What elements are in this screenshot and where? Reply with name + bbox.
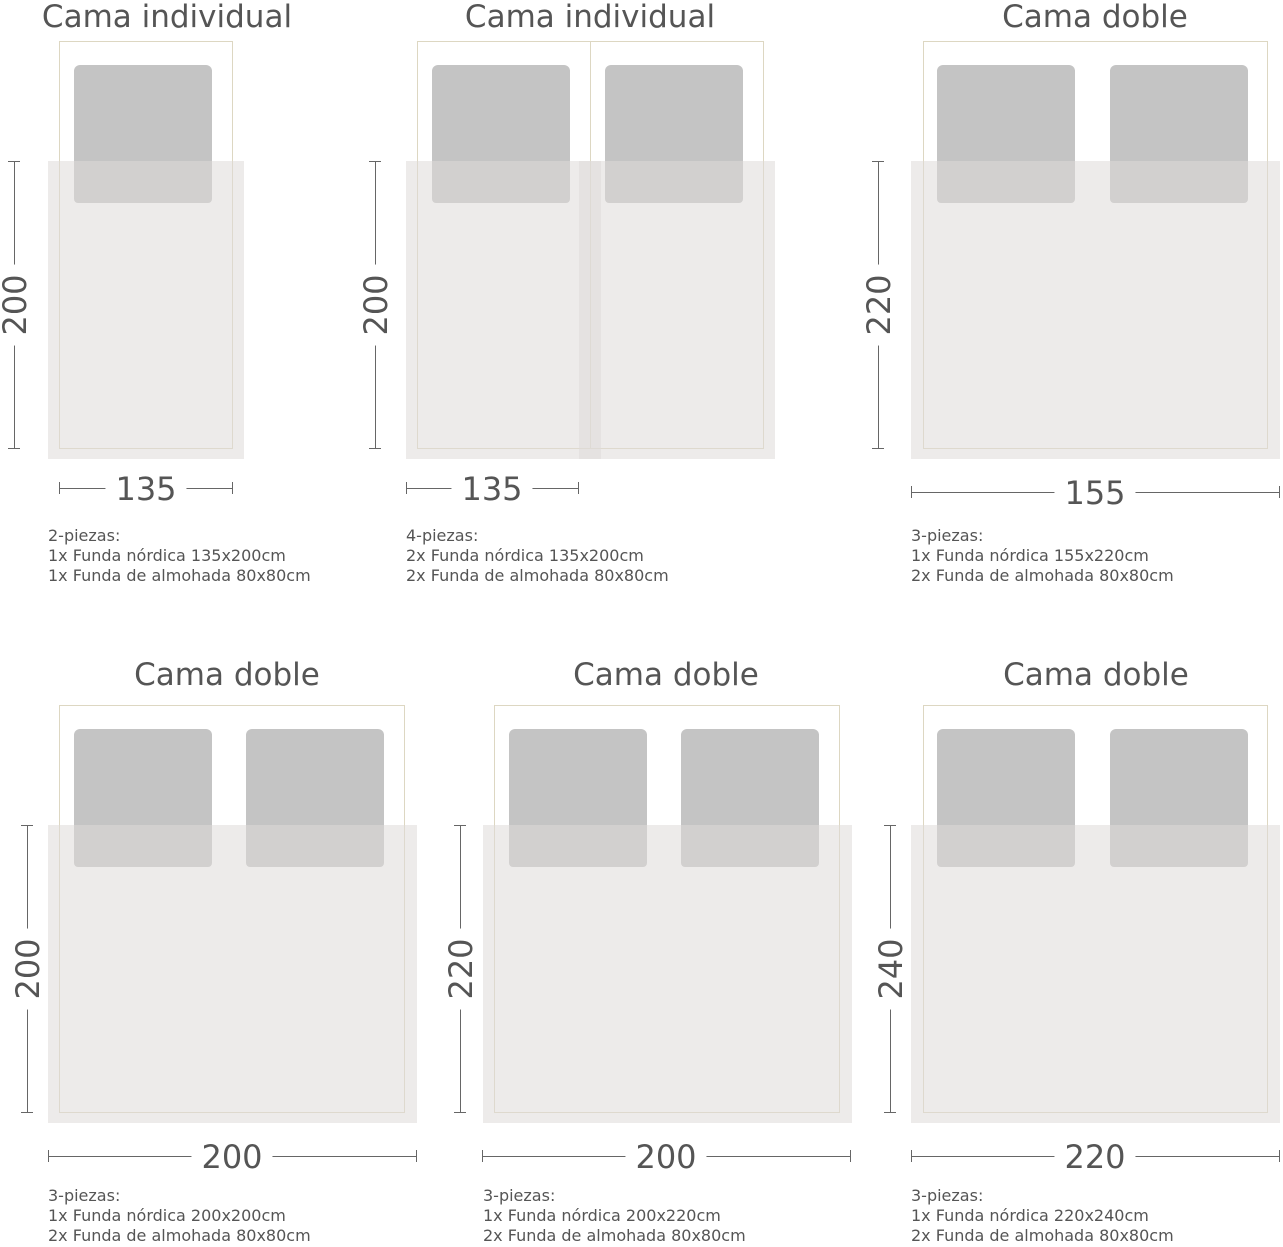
item-line: 1x Funda nórdica 135x200cm [48,546,286,565]
width-tick-left [911,486,912,498]
item-line: 2x Funda de almohada 80x80cm [483,1226,746,1245]
width-tick-right [850,1150,851,1162]
pieces-count: 3-piezas: [911,1186,984,1205]
height-tick-top [884,825,896,826]
duvet-cover-right [579,161,775,459]
bed-title: Cama doble [1003,657,1189,693]
height-tick-bottom [872,448,884,449]
width-tick-left [48,1150,49,1162]
item-line: 2x Funda de almohada 80x80cm [911,566,1174,585]
pieces-count: 2-piezas: [48,526,121,545]
width-label: 220 [1054,1141,1136,1173]
duvet-cover [48,161,244,459]
set-description: 3-piezas: 1x Funda nórdica 220x240cm 2x … [911,1186,1174,1246]
duvet-cover-left [406,161,601,459]
width-label: 200 [191,1141,273,1173]
set-description: 3-piezas: 1x Funda nórdica 200x200cm 2x … [48,1186,311,1246]
duvet-cover [48,825,417,1123]
width-tick-left [59,482,60,494]
width-tick-left [482,1150,483,1162]
width-tick-left [406,482,407,494]
height-tick-top [454,825,466,826]
pieces-count: 3-piezas: [48,1186,121,1205]
bed-title: Cama doble [573,657,759,693]
bed-title: Cama individual [41,0,293,35]
item-line: 1x Funda de almohada 80x80cm [48,566,311,585]
item-line: 2x Funda de almohada 80x80cm [406,566,669,585]
width-label: 200 [625,1141,707,1173]
height-tick-bottom [884,1112,896,1113]
width-tick-right [232,482,233,494]
item-line: 1x Funda nórdica 220x240cm [911,1206,1149,1225]
item-line: 1x Funda nórdica 200x220cm [483,1206,721,1225]
item-line: 2x Funda nórdica 135x200cm [406,546,644,565]
pieces-count: 3-piezas: [911,526,984,545]
duvet-cover [911,825,1280,1123]
height-tick-top [369,161,381,162]
item-line: 2x Funda de almohada 80x80cm [911,1226,1174,1245]
height-label: 240 [872,928,910,1010]
width-label: 155 [1054,477,1136,509]
duvet-cover [911,161,1280,459]
bed-title: Cama doble [1002,0,1188,35]
width-tick-right [416,1150,417,1162]
width-tick-left [911,1150,912,1162]
width-tick-right [1279,486,1280,498]
set-description: 2-piezas: 1x Funda nórdica 135x200cm 1x … [48,526,311,586]
bed-title: Cama individual [464,0,716,35]
width-tick-right [1279,1150,1280,1162]
height-tick-bottom [369,448,381,449]
item-line: 1x Funda nórdica 155x220cm [911,546,1149,565]
height-tick-top [21,825,33,826]
width-label: 135 [105,473,187,505]
height-tick-top [8,161,20,162]
duvet-cover [483,825,852,1123]
height-tick-bottom [454,1112,466,1113]
height-tick-bottom [21,1112,33,1113]
width-label: 135 [451,473,533,505]
set-description: 3-piezas: 1x Funda nórdica 155x220cm 2x … [911,526,1174,586]
bed-title: Cama doble [134,657,320,693]
pieces-count: 3-piezas: [483,1186,556,1205]
height-tick-bottom [8,448,20,449]
width-tick-right [578,482,579,494]
item-line: 1x Funda nórdica 200x200cm [48,1206,286,1225]
pieces-count: 4-piezas: [406,526,479,545]
height-tick-top [872,161,884,162]
set-description: 4-piezas: 2x Funda nórdica 135x200cm 2x … [406,526,669,586]
set-description: 3-piezas: 1x Funda nórdica 200x220cm 2x … [483,1186,746,1246]
item-line: 2x Funda de almohada 80x80cm [48,1226,311,1245]
